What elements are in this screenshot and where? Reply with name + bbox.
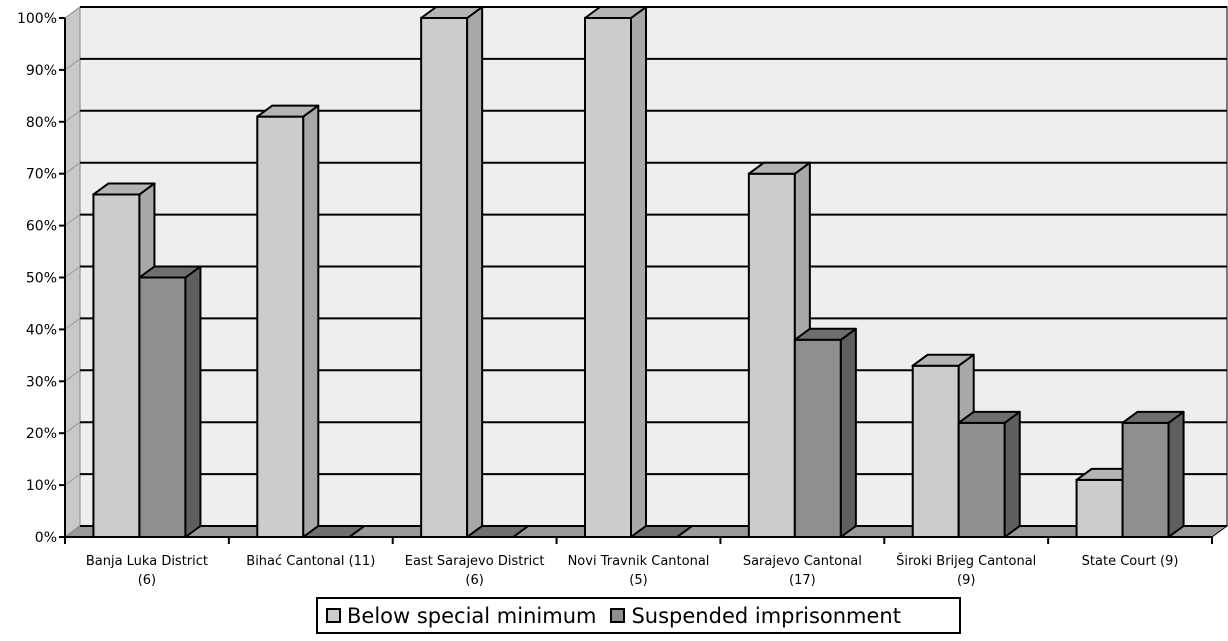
legend-swatch-below-minimum	[326, 608, 341, 623]
gridline-side	[64, 525, 81, 538]
bar-s0-c3-front	[584, 17, 632, 538]
gridline-side	[64, 214, 81, 227]
y-tick-label: 10%	[26, 478, 57, 494]
bar-s0-c4-front	[747, 172, 796, 538]
x-tick-label: (5)	[629, 573, 647, 588]
y-tick-label: 40%	[26, 322, 57, 338]
gridline-side	[64, 266, 81, 278]
bar-s0-c3-side	[630, 6, 647, 538]
bar-s1-c3-top	[630, 525, 693, 538]
legend-item-below-minimum: Below special minimum	[326, 604, 596, 628]
y-tick-label: 0%	[35, 530, 57, 546]
gridline-side	[64, 162, 81, 175]
legend: Below special minimum Suspended imprison…	[316, 597, 961, 634]
gridline-side	[64, 110, 81, 123]
bar-s0-c0-top	[92, 182, 156, 196]
bar-s1-c0-front	[138, 276, 187, 538]
x-tick-label: (6)	[138, 573, 156, 588]
x-tick-label: Bihać Cantonal (11)	[246, 554, 375, 569]
gridline-side	[64, 473, 81, 486]
bar-s1-c6-top	[1121, 410, 1185, 424]
bar-s1-c4-side	[839, 327, 857, 538]
x-tick-label: (6)	[465, 573, 483, 588]
bar-s1-c6-front	[1121, 421, 1170, 539]
bar-s0-c5-top	[911, 353, 975, 367]
y-tick-label: 100%	[17, 11, 57, 27]
y-tick-label: 90%	[26, 63, 57, 79]
bar-s0-c2-front	[420, 17, 469, 538]
bar-s1-c6-side	[1167, 410, 1185, 538]
bar-s0-c1-top	[256, 104, 320, 118]
bar-s1-c1-top	[302, 525, 366, 538]
x-tick-label: (17)	[789, 573, 816, 588]
bar-s0-c2-top	[420, 6, 484, 19]
x-tick-label: State Court (9)	[1082, 554, 1179, 569]
legend-item-suspended: Suspended imprisonment	[610, 604, 901, 628]
gridline-side	[64, 421, 81, 434]
y-tick-label: 70%	[26, 167, 57, 183]
bar-s0-c3-top	[584, 6, 647, 19]
gridline-side	[64, 6, 81, 19]
bar-s1-c5-side	[1003, 410, 1021, 538]
y-tick-label: 60%	[26, 219, 57, 235]
x-tick-label: East Sarajevo District	[405, 554, 545, 569]
y-tick-label: 50%	[26, 271, 57, 287]
y-tick-label: 80%	[26, 115, 57, 131]
bar-s1-c0-side	[184, 265, 202, 538]
bar-s0-c1-side	[302, 104, 320, 538]
bar-s1-c4-top	[793, 327, 857, 341]
bar-s1-c5-top	[957, 410, 1021, 424]
gridline-side	[64, 317, 81, 330]
x-tick-label: Banja Luka District	[86, 554, 208, 569]
x-tick-label: (9)	[957, 573, 975, 588]
gridline-side	[64, 369, 81, 382]
bar-s0-c4-top	[747, 161, 811, 175]
bar-s1-c4-front	[793, 338, 842, 538]
bar-s0-c2-side	[466, 6, 484, 538]
bar-s1-c2-top	[466, 525, 530, 538]
bar-s0-c5-front	[911, 364, 960, 539]
y-tick-label: 20%	[26, 426, 57, 442]
bar-s0-c1-front	[256, 115, 305, 539]
y-tick-label: 30%	[26, 374, 57, 390]
gridline-side	[64, 58, 81, 71]
bar-s0-c0-front	[92, 193, 141, 539]
bar-s1-c5-front	[957, 421, 1006, 539]
legend-label-below-minimum: Below special minimum	[347, 603, 597, 628]
legend-label-suspended: Suspended imprisonment	[631, 603, 901, 628]
bar-s1-c0-top	[138, 265, 202, 279]
x-tick-label: Široki Brijeg Cantonal	[896, 553, 1036, 569]
x-tick-label: Sarajevo Cantonal	[743, 554, 862, 569]
bar-s0-c6-front	[1075, 478, 1124, 539]
legend-swatch-suspended	[610, 608, 626, 623]
x-tick-label: Novi Travnik Cantonal	[568, 554, 710, 569]
